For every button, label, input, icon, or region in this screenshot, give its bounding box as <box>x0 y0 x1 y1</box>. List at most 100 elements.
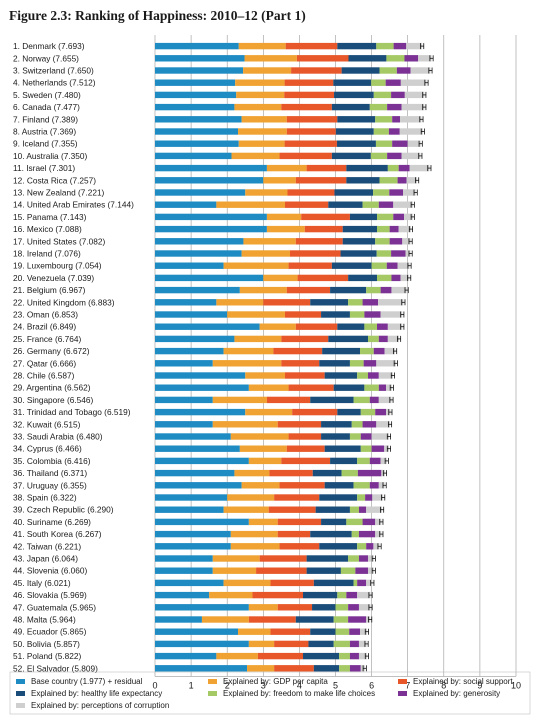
bar-segment <box>399 128 423 135</box>
bar-segment <box>349 360 364 367</box>
bar-segment <box>155 213 267 221</box>
bar-segment <box>155 445 240 452</box>
error-bar <box>379 518 384 525</box>
bar-segment <box>270 579 314 587</box>
bar-segment <box>400 116 422 123</box>
bar-segment <box>389 238 403 245</box>
bar-segment <box>364 323 378 330</box>
bar-segment <box>248 518 278 526</box>
error-bar <box>408 226 413 233</box>
country-label: 45. Italy (6.021) <box>13 578 71 588</box>
bar-segment <box>375 116 393 123</box>
bar-segment <box>306 164 347 172</box>
bar-segment <box>328 201 363 208</box>
bar-segment <box>373 128 389 135</box>
bar-segment <box>155 372 246 379</box>
bar-segment <box>375 518 382 526</box>
bar-segment <box>155 311 228 318</box>
bar-segment <box>321 433 350 440</box>
country-label: 44. Slovenia (6.060) <box>13 566 87 576</box>
bar-segment <box>230 530 278 538</box>
bar-segment <box>155 335 235 343</box>
bar-segment <box>201 616 249 623</box>
bar-segment <box>274 640 309 648</box>
legend-swatch <box>16 703 25 708</box>
bar-segment <box>357 543 367 550</box>
bar-segment <box>386 408 391 416</box>
bar-segment <box>239 286 287 294</box>
bar-segment <box>241 250 291 257</box>
bar-segment <box>239 445 287 452</box>
bar-segment <box>341 469 358 477</box>
bar-segment <box>351 421 363 428</box>
bar-segment <box>418 55 432 62</box>
bar-segment <box>357 457 370 465</box>
bar-segment <box>366 286 381 294</box>
bar-segment <box>397 262 410 269</box>
error-bar <box>424 79 429 86</box>
bar-segment <box>155 189 246 196</box>
error-bar <box>387 421 393 428</box>
bar-segment <box>288 384 334 391</box>
bar-segment <box>328 335 368 343</box>
bar-segment <box>238 42 286 50</box>
bar-segment <box>321 518 347 526</box>
country-label: 34. Cyprus (6.466) <box>13 444 82 454</box>
country-label: 39. Czech Republic (6.290) <box>13 505 114 515</box>
bar-segment <box>349 628 361 635</box>
bar-segment <box>243 238 296 245</box>
error-bar <box>419 116 424 123</box>
country-label: 51. Poland (5.822) <box>13 651 82 661</box>
bar-segment <box>263 177 296 184</box>
bar-segment <box>333 616 349 623</box>
bar-segment <box>337 591 347 599</box>
bar-segment <box>308 640 334 648</box>
bar-segment <box>349 311 365 318</box>
bar-segment <box>337 408 361 416</box>
country-label: 21. Belgium (6.967) <box>13 285 86 295</box>
bar-segment <box>155 91 237 99</box>
bar-segment <box>403 189 416 196</box>
error-bar <box>380 506 385 513</box>
bar-segment <box>333 79 372 86</box>
bars <box>155 42 432 672</box>
error-bar <box>400 323 405 330</box>
x-tick-labels: 0 1 2 3 4 5 6 7 8 9 10 <box>152 680 521 690</box>
bar-segment <box>155 79 236 86</box>
bar-segment <box>223 579 271 587</box>
bar-segment <box>349 433 361 440</box>
country-label: 15. Panama (7.143) <box>13 212 87 222</box>
error-bar <box>389 384 394 391</box>
country-label: 19. Luxembourg (7.054) <box>13 261 102 271</box>
bar-segment <box>392 140 408 147</box>
legend-swatch <box>398 691 407 696</box>
bar-segment <box>385 79 401 86</box>
bar-segment <box>313 579 354 587</box>
legend-swatch <box>208 679 217 684</box>
error-bar <box>386 433 391 440</box>
country-label: 7. Finland (7.389) <box>13 114 78 124</box>
bar-segment <box>263 299 311 306</box>
bar-segment <box>274 665 314 672</box>
bar-segment <box>155 177 264 184</box>
country-label: 35. Colombia (6.416) <box>13 456 91 466</box>
bar-segment <box>380 286 392 294</box>
bar-segment <box>387 323 403 330</box>
country-label: 41. South Korea (6.267) <box>13 529 102 539</box>
bar-segment <box>256 567 307 574</box>
bar-segment <box>358 652 367 660</box>
error-bar <box>368 616 373 623</box>
error-bar <box>364 628 369 635</box>
bar-segment <box>296 55 349 62</box>
error-bar <box>404 287 409 294</box>
country-label: 8. Austria (7.369) <box>13 127 76 137</box>
country-label: 4. Netherlands (7.512) <box>13 78 96 88</box>
error-bar <box>401 299 406 306</box>
country-label: 48. Malta (5.964) <box>13 615 76 625</box>
bar-segment <box>357 469 382 477</box>
bar-segment <box>268 506 316 513</box>
error-bar <box>422 91 427 98</box>
bar-segment <box>379 67 397 74</box>
error-bar <box>386 445 391 452</box>
bar-segment <box>155 604 249 611</box>
